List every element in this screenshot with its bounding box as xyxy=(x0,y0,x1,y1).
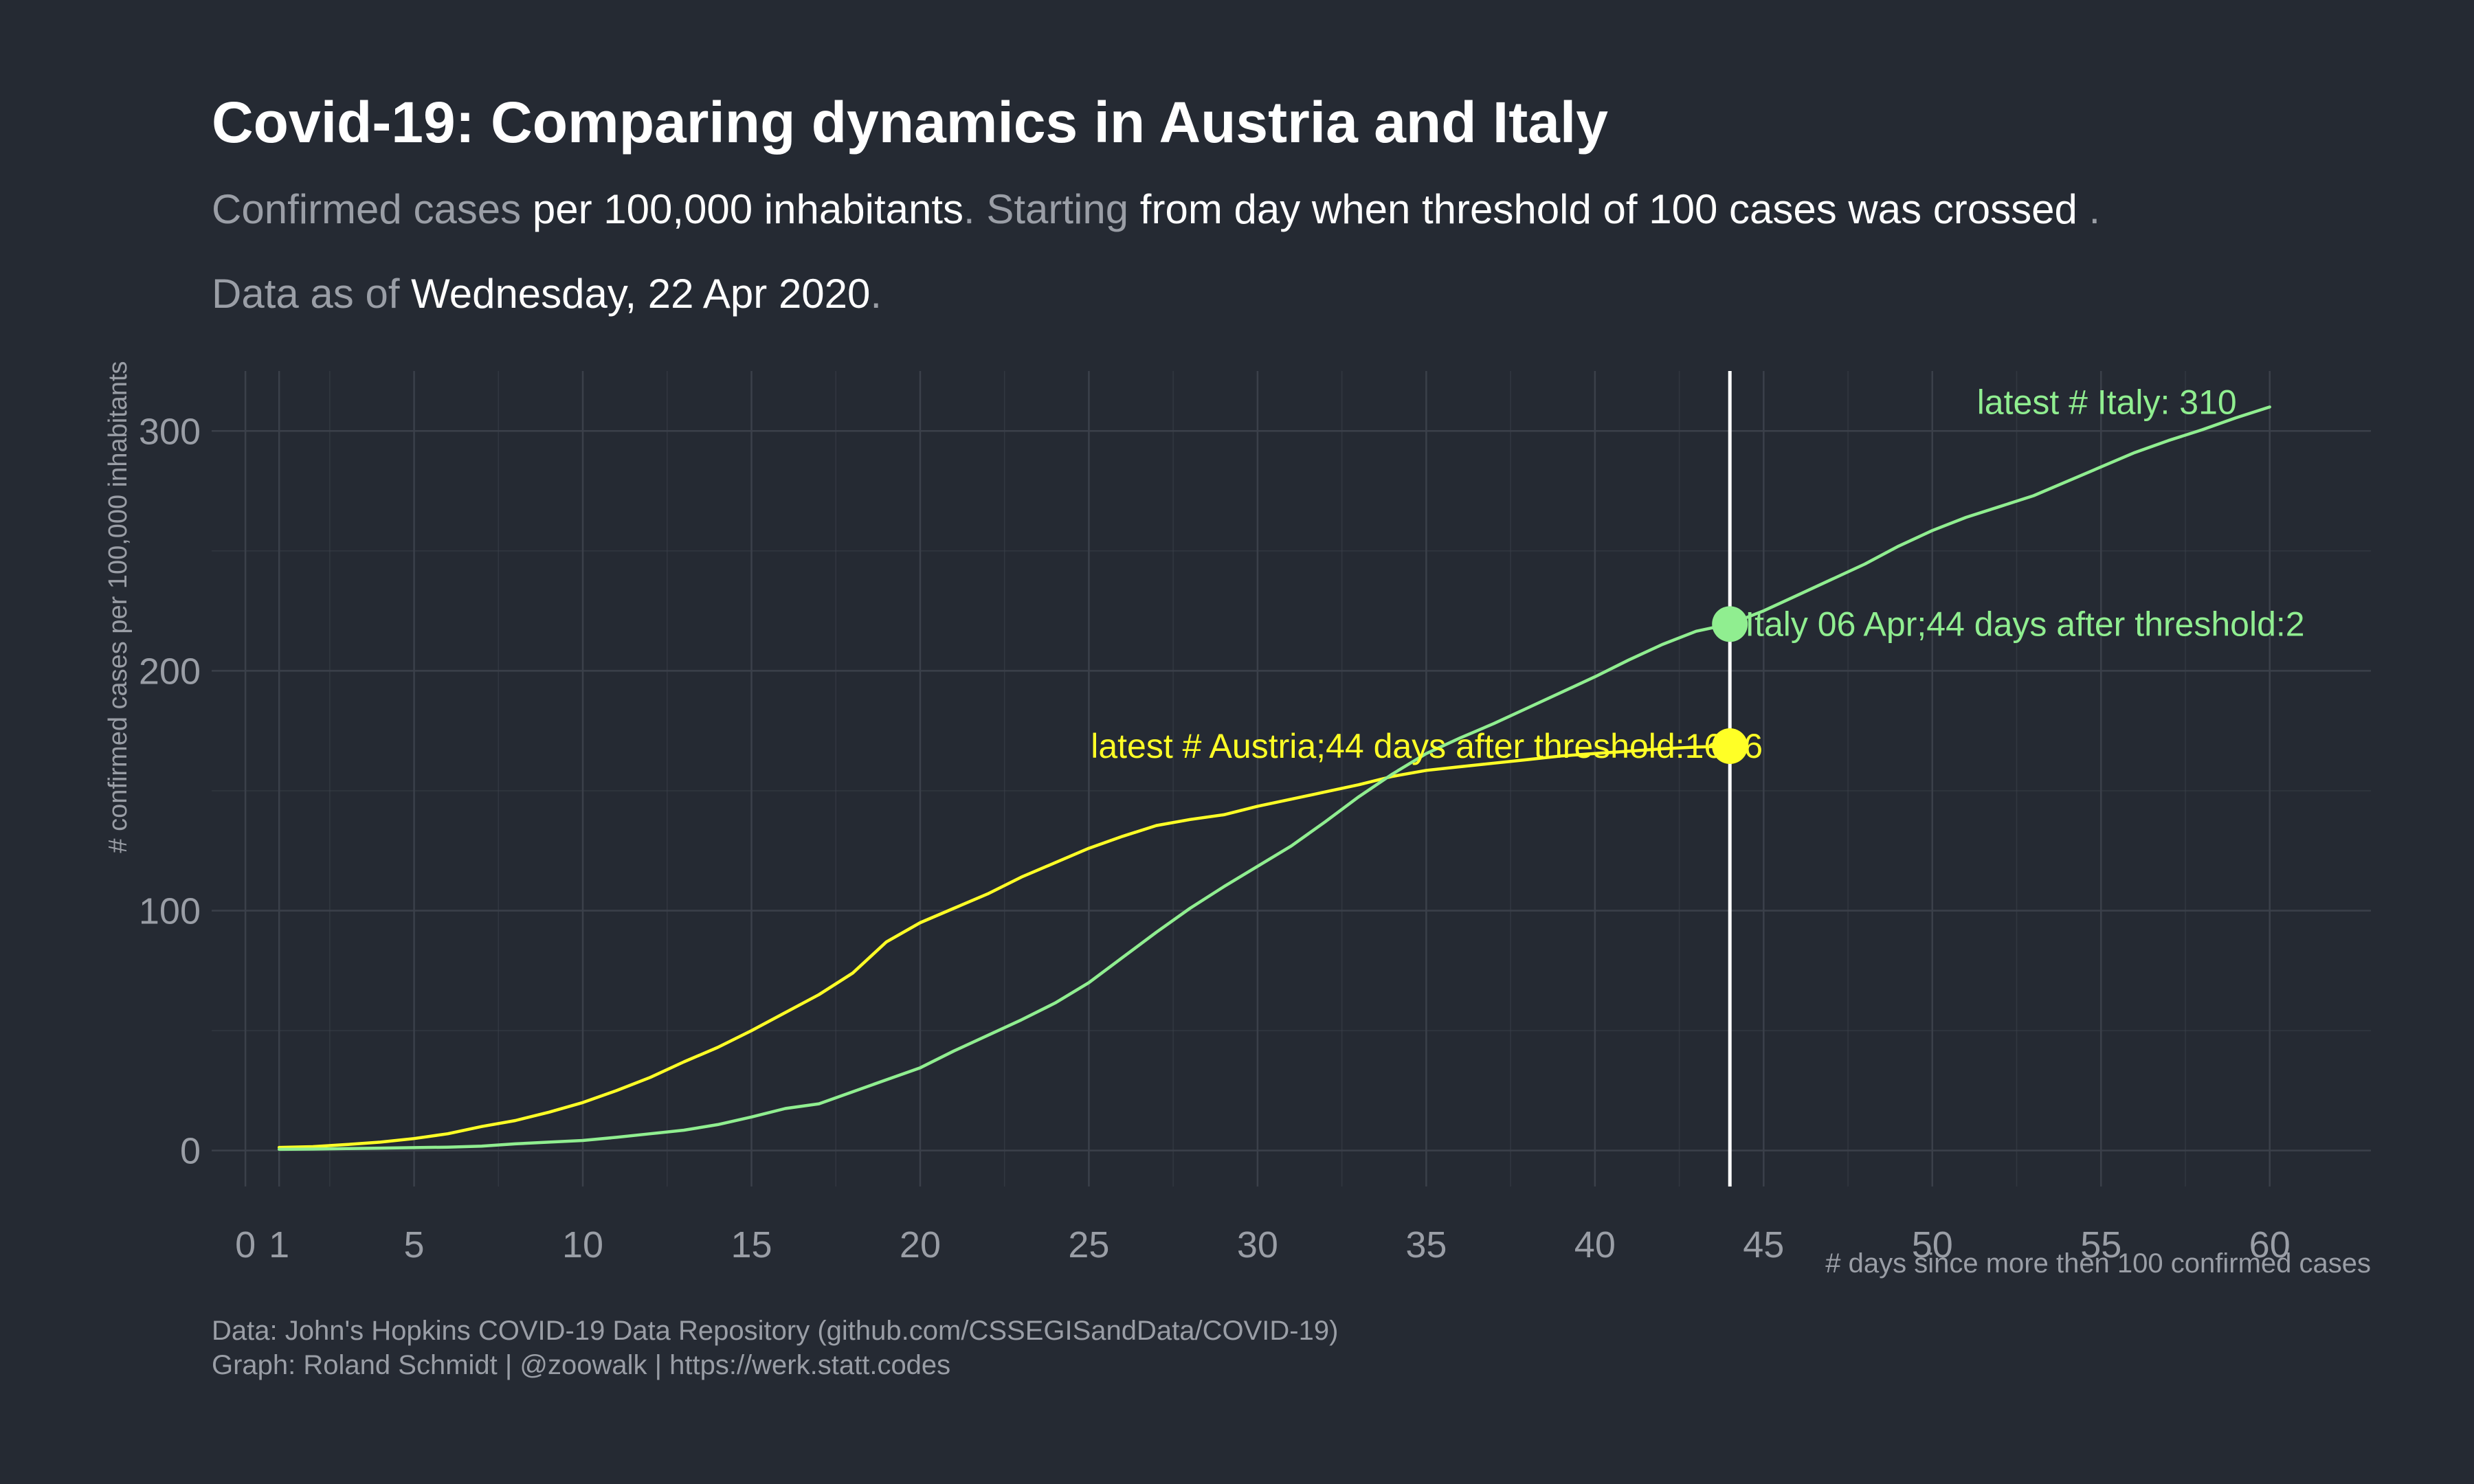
annotations: latest # Italy: 310 Italy 06 Apr;44 days … xyxy=(1091,383,2304,765)
y-tick-label: 100 xyxy=(139,891,201,932)
caption-data-source: Data: John's Hopkins COVID-19 Data Repos… xyxy=(212,1316,1339,1346)
x-tick-label: 25 xyxy=(1068,1224,1109,1266)
annotation-austria-point: latest # Austria;44 days after threshold… xyxy=(1091,727,1723,765)
annotation-italy-point: Italy 06 Apr;44 days after threshold:2 xyxy=(1745,605,2304,643)
highlight-points xyxy=(1712,606,1748,765)
annotation-latest-italy: latest # Italy: 310 xyxy=(1977,383,2237,421)
x-tick-label: 50 xyxy=(1912,1224,1953,1266)
x-tick-label: 30 xyxy=(1237,1224,1278,1266)
subtitle-part2: per 100,000 inhabitants xyxy=(521,186,964,232)
x-tick-label: 35 xyxy=(1405,1224,1447,1266)
grid-lines xyxy=(212,371,2371,1187)
y-axis-title: # confirmed cases per 100,000 inhabitant… xyxy=(104,361,133,853)
subtitle-part1: Confirmed cases xyxy=(212,186,522,232)
annotation-austria-point-tail: 6 xyxy=(1743,727,1763,765)
x-tick-label: 60 xyxy=(2249,1224,2291,1266)
subtitle-part4: from day when threshold of 100 cases was… xyxy=(1128,186,2077,232)
asof-end: . xyxy=(870,271,882,317)
caption-graph-credit: Graph: Roland Schmidt | @zoowalk | https… xyxy=(212,1350,951,1380)
x-tick-label: 5 xyxy=(404,1224,425,1266)
x-tick-label: 10 xyxy=(562,1224,603,1266)
chart-subtitle: Confirmed cases per 100,000 inhabitants.… xyxy=(212,186,2100,233)
x-tick-label: 0 xyxy=(235,1224,256,1266)
asof-label: Data as of xyxy=(212,271,412,317)
point-italy xyxy=(1712,606,1748,642)
x-axis-title: # days since more then 100 confirmed cas… xyxy=(1825,1248,2371,1279)
asof-date: Wednesday, 22 Apr 2020 xyxy=(411,271,871,317)
point-austria xyxy=(1712,728,1748,765)
subtitle-part3: . Starting xyxy=(963,186,1129,232)
series-line-italy xyxy=(277,405,2271,1151)
series-lines xyxy=(277,405,2271,1151)
series-line-austria xyxy=(277,744,1732,1149)
y-tick-label: 0 xyxy=(180,1131,201,1172)
x-tick-label: 20 xyxy=(900,1224,941,1266)
y-tick-label: 200 xyxy=(139,651,201,692)
x-tick-label: 1 xyxy=(269,1224,289,1266)
x-tick-label: 55 xyxy=(2080,1224,2121,1266)
x-tick-label: 40 xyxy=(1574,1224,1616,1266)
chart-title: Covid-19: Comparing dynamics in Austria … xyxy=(212,90,1608,155)
x-tick-label: 45 xyxy=(1743,1224,1784,1266)
x-tick-label: 15 xyxy=(731,1224,772,1266)
y-tick-label: 300 xyxy=(139,411,201,452)
subtitle-part5: . xyxy=(2077,186,2101,232)
data-as-of: Data as of Wednesday, 22 Apr 2020. xyxy=(212,270,882,317)
